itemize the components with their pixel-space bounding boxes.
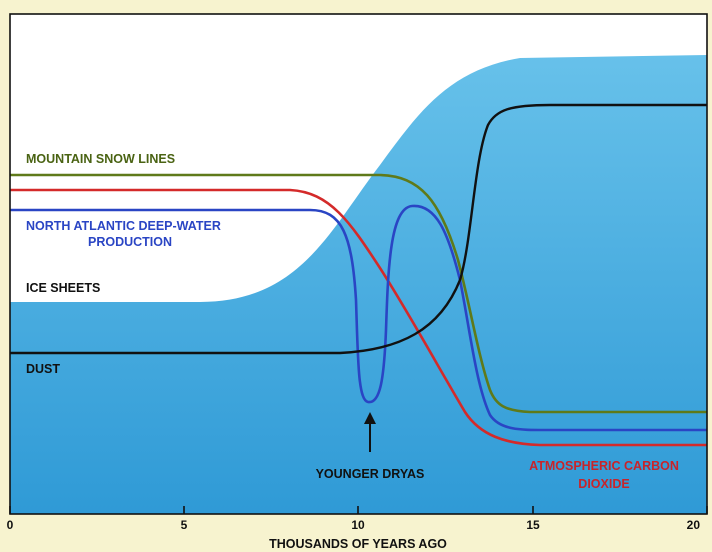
north-atlantic-deep-water-curve: [10, 204, 707, 432]
x-tick-label-15: 15: [526, 518, 540, 532]
label-mountain-snow-lines: MOUNTAIN SNOW LINES: [26, 152, 175, 166]
x-axis-label: THOUSANDS OF YEARS AGO: [269, 537, 447, 551]
ice-sheets-area: [10, 55, 707, 514]
label-deep-water-line1: NORTH ATLANTIC DEEP-WATER: [26, 219, 221, 233]
label-deep-water-line2: PRODUCTION: [88, 235, 172, 249]
label-co2-line2: DIOXIDE: [578, 477, 629, 491]
dust-curve: [10, 103, 707, 355]
x-tick-label-10: 10: [351, 518, 365, 532]
label-dust: DUST: [26, 362, 60, 376]
label-ice-sheets: ICE SHEETS: [26, 281, 100, 295]
label-younger-dryas: YOUNGER DRYAS: [316, 467, 425, 481]
x-tick-label-0: 0: [7, 518, 14, 532]
mountain-snow-lines-curve: [10, 173, 707, 414]
atmospheric-co2-curve: [10, 188, 707, 447]
label-co2-line1: ATMOSPHERIC CARBON: [529, 459, 679, 473]
younger-dryas-arrow: [364, 412, 376, 452]
x-axis: [9, 506, 708, 514]
x-tick-label-5: 5: [181, 518, 188, 532]
x-tick-label-20: 20: [687, 518, 701, 532]
